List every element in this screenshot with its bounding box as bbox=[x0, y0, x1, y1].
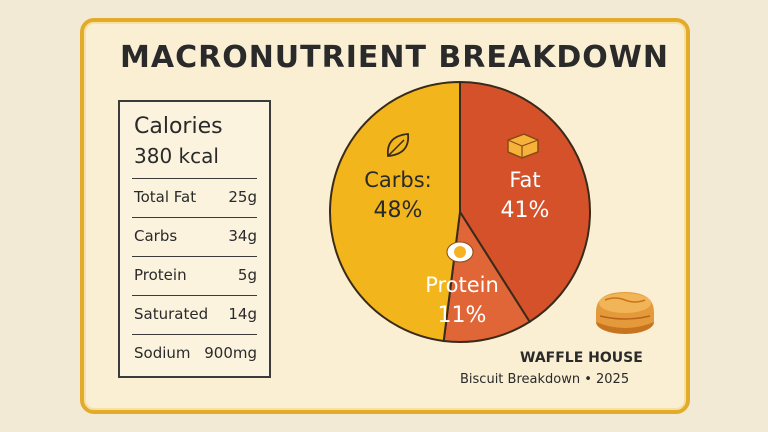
nutrition-row-value: 25g bbox=[228, 188, 257, 206]
calories-label: Calories bbox=[134, 114, 223, 139]
nutrition-panel: Calories 380 kcal Total Fat 25g Carbs 34… bbox=[118, 100, 271, 378]
slice-value: 11% bbox=[438, 303, 487, 328]
nutrition-row: Saturated 14g bbox=[132, 295, 257, 332]
butter-icon bbox=[507, 133, 539, 159]
biscuit-icon bbox=[596, 292, 654, 334]
nutrition-row: Total Fat 25g bbox=[132, 178, 257, 215]
nutrition-row-label: Sodium bbox=[134, 344, 191, 362]
egg-icon bbox=[446, 241, 474, 263]
leaf-icon bbox=[386, 133, 410, 157]
nutrition-row: Sodium 900mg bbox=[132, 334, 257, 371]
slice-label: Protein bbox=[425, 273, 499, 297]
brand-name: WAFFLE HOUSE bbox=[520, 350, 643, 366]
slice-value: 41% bbox=[501, 198, 550, 223]
nutrition-row-label: Protein bbox=[134, 266, 187, 284]
calories-value: 380 kcal bbox=[134, 144, 219, 168]
nutrition-row-value: 14g bbox=[228, 305, 257, 323]
nutrition-row-label: Saturated bbox=[134, 305, 209, 323]
page-title: MACRONUTRIENT BREAKDOWN bbox=[120, 40, 669, 75]
pie-slice-carbs bbox=[329, 80, 461, 343]
nutrition-row: Protein 5g bbox=[132, 256, 257, 293]
nutrition-row-value: 34g bbox=[228, 227, 257, 245]
slice-label: Fat bbox=[509, 168, 540, 192]
nutrition-row-value: 5g bbox=[237, 266, 257, 284]
nutrition-row-label: Total Fat bbox=[134, 188, 197, 206]
nutrition-row: Carbs 34g bbox=[132, 217, 257, 254]
slice-value: 48% bbox=[374, 198, 423, 223]
chart-subtitle: Biscuit Breakdown • 2025 bbox=[460, 372, 630, 387]
nutrition-row-value: 900mg bbox=[204, 344, 257, 362]
slice-label: Carbs: bbox=[364, 168, 432, 192]
nutrition-row-label: Carbs bbox=[134, 227, 178, 245]
